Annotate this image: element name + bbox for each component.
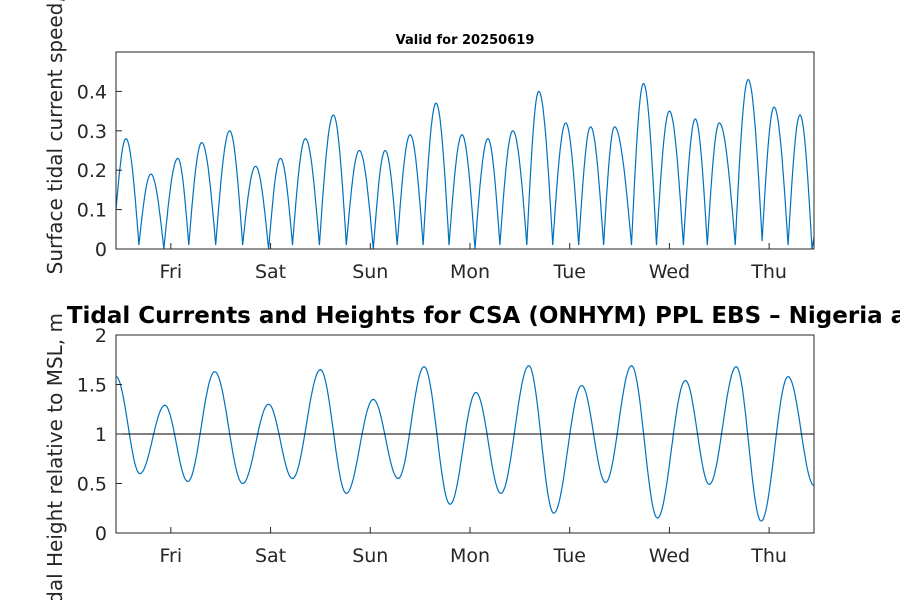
bottom-y-tick-label: 2 xyxy=(95,325,107,347)
top-x-tick-label: Mon xyxy=(450,261,490,283)
top-y-tick-label: 0.1 xyxy=(77,200,107,222)
main-chart-title: Tidal Currents and Heights for CSA (ONHY… xyxy=(67,303,900,329)
top-series-line xyxy=(115,78,815,250)
current-speed-series xyxy=(115,78,815,250)
top-x-tick-label: Fri xyxy=(160,261,183,283)
top-x-axis-ticks: Fri Sat Sun Mon Tue Wed Thu xyxy=(160,243,787,283)
top-y-tick-label: 0.2 xyxy=(77,160,107,182)
bottom-y-axis-ticks: 0 0.5 1 1.5 2 xyxy=(77,325,122,545)
bottom-y-tick-label: 1 xyxy=(95,424,107,446)
bottom-plot-frame xyxy=(115,334,815,534)
tidal-height-series xyxy=(115,365,815,522)
bottom-x-tick-label: Mon xyxy=(450,545,490,567)
bottom-y-tick-label: 0.5 xyxy=(77,474,107,496)
top-y-tick-label: 0.4 xyxy=(77,81,107,103)
top-x-tick-label: Tue xyxy=(552,261,585,283)
bottom-series-line xyxy=(115,365,815,522)
bottom-x-tick-label: Tue xyxy=(552,545,585,567)
tidal-height-panel: Fri Sat Sun Mon Tue Wed Thu 0 0.5 1 1.5 2 Tidal He… xyxy=(43,303,900,600)
top-y-axis-label: Surface tidal current speed, kn xyxy=(43,0,67,274)
bottom-x-axis-ticks: Fri Sat Sun Mon Tue Wed Thu xyxy=(160,527,787,567)
bottom-x-tick-label: Fri xyxy=(160,545,183,567)
bottom-x-tick-label: Thu xyxy=(750,545,787,567)
top-x-tick-label: Wed xyxy=(649,261,690,283)
bottom-x-tick-label: Sat xyxy=(255,545,286,567)
top-chart-title: Valid for 20250619 xyxy=(396,33,535,48)
bottom-x-tick-label: Wed xyxy=(649,545,690,567)
top-x-tick-label: Sat xyxy=(255,261,286,283)
top-y-tick-label: 0.3 xyxy=(77,121,107,143)
top-x-tick-label: Thu xyxy=(750,261,787,283)
bottom-y-tick-label: 0 xyxy=(95,523,107,545)
current-speed-panel: Valid for 20250619 Fri Sat Sun Mon Tue Wed Thu… xyxy=(43,0,815,283)
top-plot-frame xyxy=(115,51,815,250)
bottom-x-tick-label: Sun xyxy=(352,545,388,567)
top-y-axis-ticks: 0 0.1 0.2 0.3 0.4 xyxy=(77,81,122,261)
bottom-y-tick-label: 1.5 xyxy=(77,375,107,397)
top-x-tick-label: Sun xyxy=(352,261,388,283)
bottom-y-axis-label: Tidal Height relative to MSL, m xyxy=(43,313,67,600)
top-y-tick-label: 0 xyxy=(95,239,107,261)
